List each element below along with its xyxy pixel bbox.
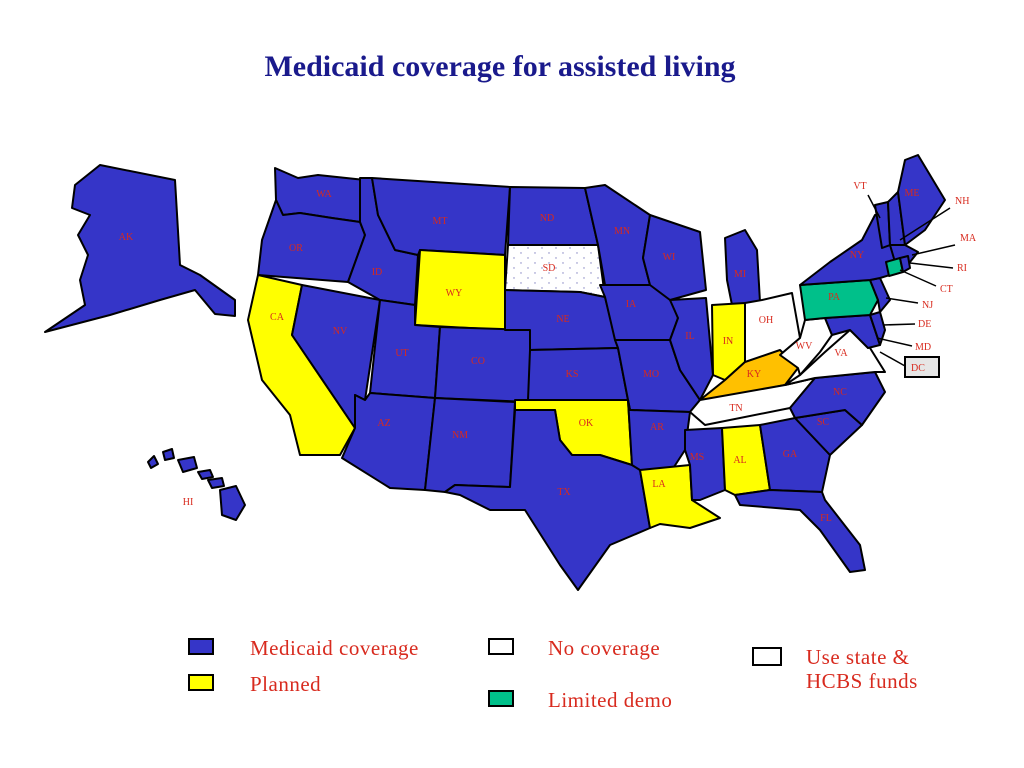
legend-coverage-label: Medicaid coverage [250,636,419,660]
label-vt: VT [853,181,866,192]
label-or: OR [289,243,303,254]
legend-state-hcbs-label: Use state & HCBS funds [806,645,918,693]
state-az [341,392,436,491]
state-ms [684,427,726,501]
label-ok: OK [579,418,594,429]
label-co: CO [471,356,485,367]
label-ak: AK [119,232,134,243]
state-fl [734,489,866,573]
state-de [869,311,886,346]
state-me [897,154,946,246]
label-ny: NY [850,250,864,261]
label-wy: WY [446,288,463,299]
us-map: AK HI WA OR CA NV ID MT WY UT CO AZ NM N… [44,154,977,591]
label-ms: MS [690,452,704,463]
state-tx [444,409,651,591]
label-il: IL [685,331,694,342]
label-nm: NM [452,430,468,441]
legend-state-hcbs: Use state & HCBS funds [752,645,918,693]
legend-none: No coverage [488,636,660,660]
label-id: ID [372,267,383,278]
label-fl: FL [820,513,832,524]
label-la: LA [652,479,666,490]
legend-none-swatch [488,638,514,655]
legend-state-hcbs-swatch [752,647,782,666]
label-tx: TX [557,487,571,498]
label-nv: NV [333,326,348,337]
label-de: DE [918,319,931,330]
label-ia: IA [626,299,637,310]
label-ma: MA [960,233,977,244]
legend-state-line1: Use state & [806,645,910,669]
legend-demo-swatch [488,690,514,707]
label-nj: NJ [922,300,933,311]
legend-state-line2: HCBS funds [806,669,918,693]
label-oh: OH [759,315,773,326]
label-mt: MT [433,216,448,227]
label-ga: GA [783,449,798,460]
label-wv: WV [796,341,813,352]
label-wi: WI [663,252,676,263]
label-sc: SC [817,417,830,428]
state-il [669,297,714,401]
legend-planned-swatch [188,674,214,691]
state-ri [899,255,911,273]
label-mo: MO [643,369,659,380]
label-pa: PA [828,292,841,303]
label-wa: WA [316,189,332,200]
leader-de [882,323,916,326]
leader-vt [867,194,881,219]
label-mn: MN [614,226,630,237]
label-ca: CA [270,312,285,323]
legend-planned: Planned [188,672,321,696]
label-nc: NC [833,387,847,398]
legend-demo: Limited demo [488,688,672,712]
label-tn: TN [729,403,742,414]
label-md: MD [915,342,931,353]
leader-nj [885,297,919,304]
leader-md [876,337,913,347]
state-mi [724,229,761,306]
label-dc: DC [911,363,925,374]
label-in: IN [723,336,734,347]
leader-dc [879,351,906,367]
legend-planned-label: Planned [250,672,322,696]
map-title: Medicaid coverage for assisted living [264,50,736,83]
state-ak [44,164,236,333]
label-az: AZ [377,418,390,429]
label-ks: KS [566,369,579,380]
legend-coverage: Medicaid coverage [188,636,419,660]
legend-demo-label: Limited demo [548,688,673,712]
label-al: AL [733,455,746,466]
label-ut: UT [395,348,408,359]
leader-nh [899,207,951,241]
leader-ri [909,262,954,269]
legend-none-label: No coverage [548,636,661,660]
label-sd: SD [543,263,556,274]
state-nm [424,397,516,493]
label-nd: ND [540,213,554,224]
label-mi: MI [734,269,746,280]
leader-ct [899,269,937,287]
leader-ma [911,244,956,256]
label-ct: CT [940,284,953,295]
legend-coverage-swatch [188,638,214,655]
label-hi: HI [183,497,194,508]
dc-box [904,356,940,378]
label-ne: NE [556,314,569,325]
label-ri: RI [957,263,967,274]
label-nh: NH [955,196,969,207]
label-me: ME [905,188,920,199]
label-va: VA [834,348,848,359]
label-ky: KY [747,369,761,380]
state-hi [147,448,246,521]
label-ar: AR [650,422,664,433]
